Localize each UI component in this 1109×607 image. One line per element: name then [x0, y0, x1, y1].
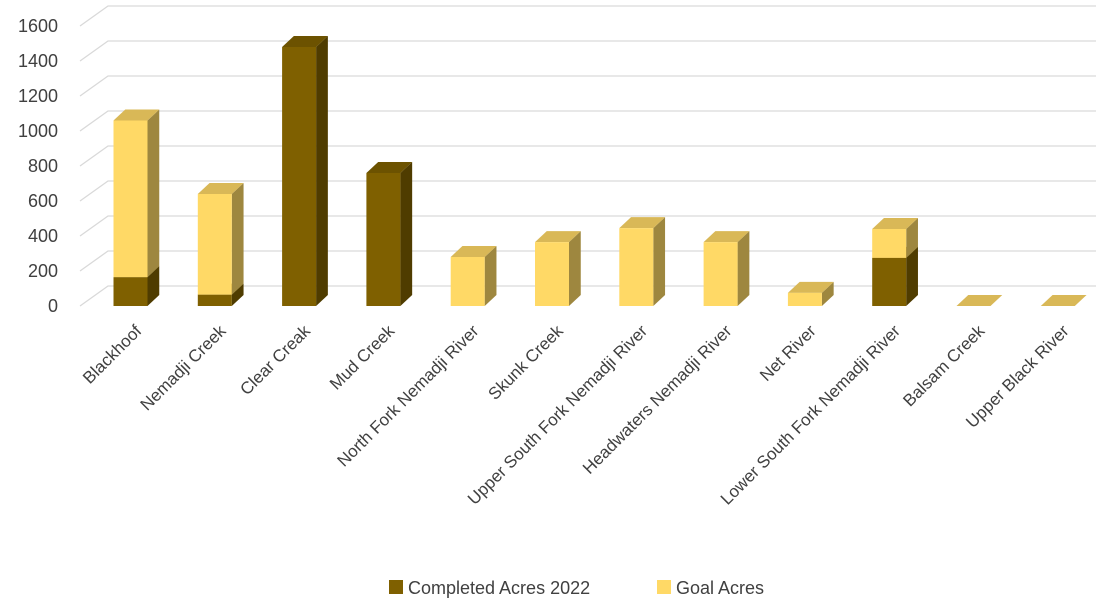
bar-completed [872, 246, 918, 306]
x-category-label: Clear Creak [236, 321, 314, 399]
bars [113, 36, 1087, 306]
x-category-label: Lower South Fork Nemadji River [717, 321, 904, 508]
legend-swatch [657, 580, 671, 594]
y-tick-label: 1000 [18, 121, 58, 141]
x-category-label: Balsam Creek [899, 321, 988, 410]
gridline [79, 145, 1096, 167]
bar-goal [535, 231, 581, 306]
bar-zero [1040, 295, 1087, 306]
bar-goal [113, 109, 160, 278]
y-tick-label: 0 [48, 296, 58, 316]
bar-completed [366, 162, 413, 306]
legend-label: Goal Acres [676, 578, 764, 598]
gridline [79, 250, 1096, 272]
bar-goal [787, 281, 834, 306]
x-category-label: Nemadji Creek [137, 321, 230, 414]
y-tick-label: 1600 [18, 16, 58, 36]
y-tick-label: 1400 [18, 51, 58, 71]
legend-label: Completed Acres 2022 [408, 578, 590, 598]
x-category-label: Skunk Creek [485, 321, 568, 404]
gridline [79, 75, 1096, 97]
bar-completed [282, 36, 328, 306]
bar-goal [703, 231, 750, 306]
x-category-label: Net River [756, 321, 820, 385]
legend-swatch [389, 580, 403, 594]
legend: Completed Acres 2022 Goal Acres [389, 578, 764, 598]
y-tick-label: 800 [28, 156, 58, 176]
bar-goal [197, 183, 244, 295]
legend-item-completed: Completed Acres 2022 [389, 578, 590, 598]
gridline [79, 215, 1096, 237]
x-category-label: Mud Creek [326, 321, 399, 394]
y-tick-label: 200 [28, 261, 58, 281]
bar-goal [450, 246, 497, 306]
gridlines [79, 5, 1096, 307]
legend-item-goal: Goal Acres [657, 578, 764, 598]
y-axis-ticks: 0 200 400 600 800 1000 1200 1400 1600 [18, 16, 58, 316]
gridline [79, 285, 1096, 307]
bar-goal [619, 217, 666, 306]
gridline [79, 5, 1096, 27]
y-tick-label: 600 [28, 191, 58, 211]
bar-zero [956, 295, 1003, 306]
x-category-label: Headwaters Nemadji River [579, 321, 736, 478]
x-category-label: Blackhoof [79, 321, 145, 387]
gridline [79, 180, 1096, 202]
x-category-label: North Fork Nemadji River [333, 321, 482, 470]
gridline [79, 110, 1096, 132]
gridline [79, 40, 1096, 62]
bar-goal [872, 218, 918, 258]
y-tick-label: 400 [28, 226, 58, 246]
y-tick-label: 1200 [18, 86, 58, 106]
x-category-label: Upper South Fork Nemadji River [464, 321, 651, 508]
